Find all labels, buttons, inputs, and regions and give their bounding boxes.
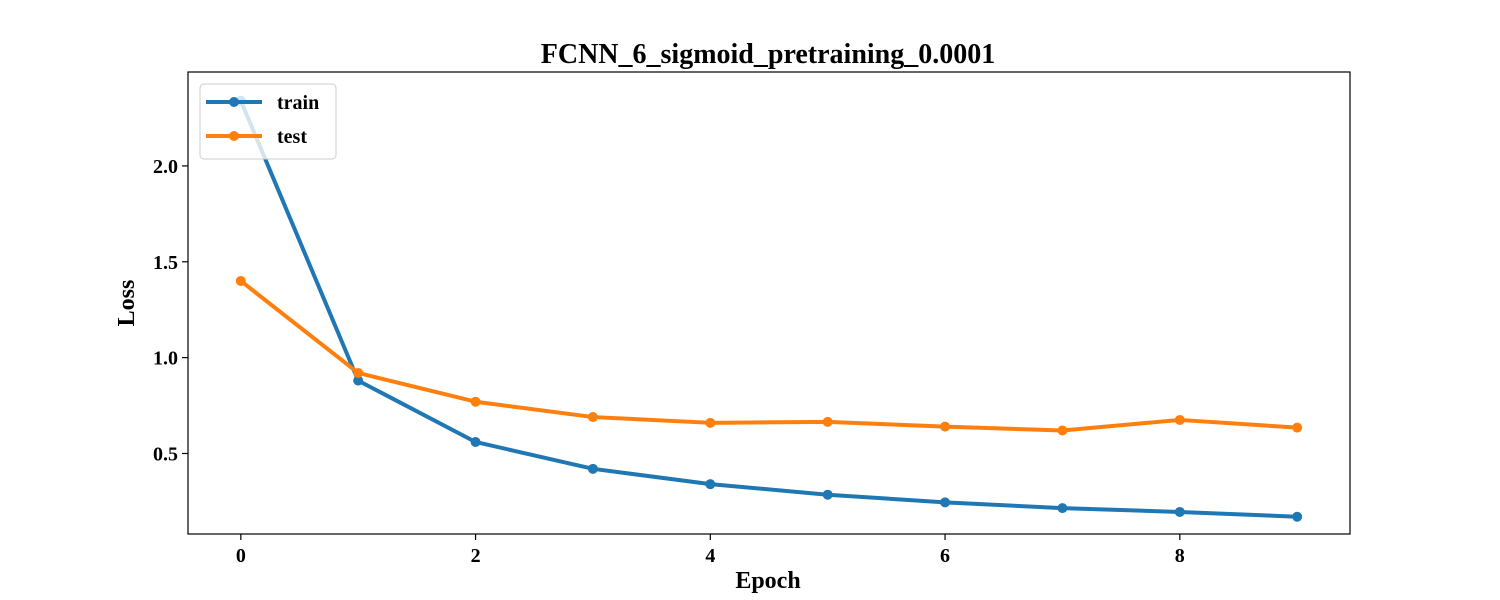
chart-title: FCNN_6_sigmoid_pretraining_0.0001 [541, 39, 996, 70]
test-point [353, 367, 364, 378]
train-line [238, 98, 1300, 519]
legend-label-test: test [277, 126, 307, 148]
test-line [238, 278, 1300, 433]
x-axis: 0 2 4 6 8 [236, 534, 1185, 567]
train-point [1292, 511, 1303, 522]
test-point [822, 416, 833, 427]
series-test [235, 275, 1303, 436]
y-axis-label: Loss [114, 280, 140, 327]
test-point [587, 412, 598, 423]
legend-marker-test [229, 131, 239, 141]
test-point [470, 396, 481, 407]
legend-label-train: train [277, 92, 319, 114]
x-tick-label: 8 [1175, 545, 1185, 567]
test-point [1292, 422, 1303, 433]
x-axis-label: Epoch [735, 568, 800, 594]
y-tick-label: 1.0 [153, 348, 178, 370]
test-point [1174, 414, 1185, 425]
test-point [940, 421, 951, 432]
y-tick-label: 2.0 [153, 156, 178, 178]
train-point [705, 479, 716, 490]
train-point [1174, 506, 1185, 517]
legend: train test [199, 83, 337, 160]
train-point [470, 436, 481, 447]
train-point [353, 375, 364, 386]
axes-frame [187, 71, 1351, 535]
test-point [235, 275, 246, 286]
test-point [705, 417, 716, 428]
y-axis: 0.5 1.0 1.5 2.0 [153, 156, 188, 465]
x-tick-label: 4 [705, 545, 715, 567]
x-tick-label: 6 [940, 545, 950, 567]
y-tick-label: 1.5 [153, 252, 178, 274]
plot-area [235, 95, 1303, 522]
x-tick-label: 0 [236, 545, 246, 567]
train-point [822, 489, 833, 500]
train-point [587, 463, 598, 474]
test-point [1057, 425, 1068, 436]
legend-marker-train [229, 97, 239, 107]
y-tick-label: 0.5 [153, 443, 178, 465]
train-point [940, 497, 951, 508]
x-tick-label: 2 [471, 545, 481, 567]
train-point [1057, 503, 1068, 514]
